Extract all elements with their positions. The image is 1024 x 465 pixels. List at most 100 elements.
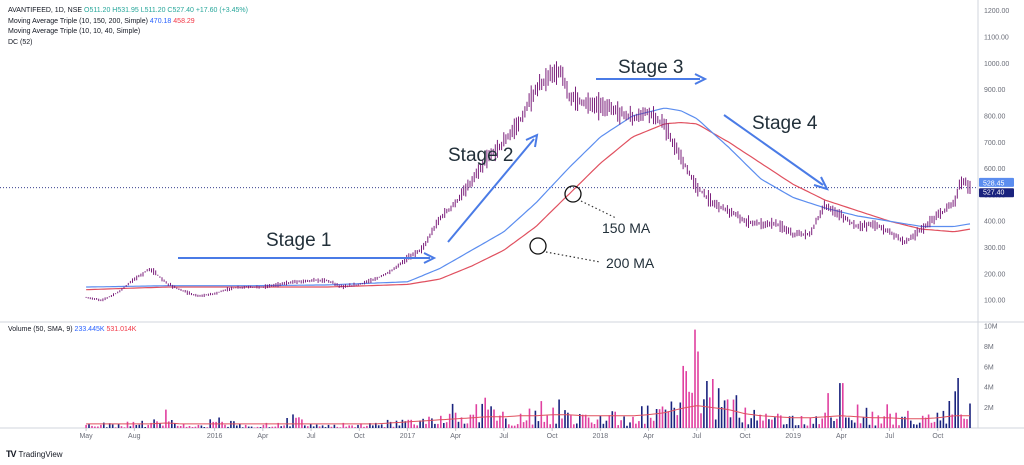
volume-bar [212,421,214,428]
volume-bar [797,425,800,428]
volume-bar [531,424,534,428]
volume-bar [667,411,670,428]
volume-bar [366,425,368,428]
legend-ma2-row[interactable]: Moving Average Triple (10, 10, 40, Simpl… [8,27,248,38]
volume-bar [168,421,170,428]
volume-bar [774,417,776,428]
volume-bar [564,410,566,428]
volume-bar [475,404,478,428]
volume-ma-line [86,405,970,425]
volume-bar [357,424,359,428]
volume-bar [830,417,832,428]
volume-bar [706,381,708,428]
volume-bar [930,422,933,428]
stage-arrows [178,73,829,264]
volume-bar [129,426,132,428]
price-candles [85,61,971,302]
ma150-annotation: 150 MA [602,220,651,236]
volume-bar [948,401,951,428]
legend-ma1-value2: 458.29 [173,17,195,25]
time-axis[interactable]: May Aug 2016 Apr Jul Oct 2017 Apr Jul Oct 2018 Apr J… [79,428,943,440]
volume-bar [777,413,779,428]
volume-legend-value1: 233.445K [74,326,105,333]
volume-axis[interactable]: 2M 4M 6M 8M 10M [984,324,998,413]
volume-bar [519,413,522,428]
legend-symbol-row[interactable]: AVANTIFEED, 1D, NSE O511.20 H531.95 L511… [8,6,248,17]
volume-bar [555,423,557,428]
volume-bar [94,426,96,428]
volume-legend[interactable]: Volume (50, SMA, 9) 233.445K 531.014K [8,326,136,333]
volume-bar [936,412,939,428]
volume-bar [859,423,862,428]
volume-bar [194,426,197,428]
volume-bar [587,417,590,428]
volume-bar [147,424,149,428]
volume-bar [868,424,871,428]
volume-bar [360,423,362,428]
volume-bar [304,425,306,428]
volume-bar [886,404,888,428]
legend-ohlc: O511.20 H531.95 L511.20 C527.40 +17.60 (… [84,7,248,14]
volume-bar [454,412,457,428]
volume-bar [401,419,404,428]
volume-bar [546,415,548,428]
volume-bar [215,421,217,428]
volume-bar [416,425,418,428]
volume-bar [342,422,345,428]
volume-bar [741,422,744,428]
time-tick-label: Oct [740,433,751,440]
volume-bar [558,399,560,428]
volume-bar [174,423,176,428]
volume-bar [853,422,856,428]
volume-bar [197,424,200,428]
legend-dc-row[interactable]: DC (52) [8,38,248,49]
volume-bar [392,426,395,428]
stage4-label: Stage 4 [752,113,818,134]
volume-bar [836,418,838,428]
time-tick-label: Oct [932,433,943,440]
volume-bar [244,424,247,428]
volume-bar [933,421,936,428]
volume-bar [508,424,510,428]
volume-bar [185,426,188,428]
volume-bar [171,420,173,428]
time-tick-label: 2017 [400,433,416,440]
tradingview-logo[interactable]: TV TradingView [6,449,63,459]
volume-bar [227,426,229,428]
volume-bar [664,409,667,428]
volume-bar [945,423,948,428]
stage4-arrowhead [813,176,829,191]
volume-bar [673,407,676,428]
volume-bar [658,409,661,428]
volume-bar [150,422,152,428]
volume-bar [286,418,288,428]
volume-bar [103,422,105,428]
volume-bar [88,424,90,428]
volume-bar [395,420,398,428]
volume-bar [791,415,794,428]
price-tick-label: 400.00 [984,219,1006,226]
volume-bar [697,351,699,428]
volume-bar [954,391,956,428]
volume-bar [437,423,439,428]
volume-bar [135,425,138,428]
volume-bar [661,406,664,428]
price-tick-label: 1200.00 [984,8,1009,15]
volume-bar [206,427,209,428]
volume-bar [916,424,918,428]
volume-bar [573,424,575,428]
volume-bar [963,418,965,428]
ma-tag-background [979,177,1014,187]
volume-bar [389,421,392,428]
volume-bar [904,416,906,428]
tradingview-mark-icon: TV [6,449,16,459]
legend-ma1-row[interactable]: Moving Average Triple (10, 150, 200, Sim… [8,17,248,28]
volume-bar [156,421,158,428]
volume-bar [348,425,350,428]
volume-bar [233,421,235,428]
volume-bar [644,423,646,428]
volume-bar [782,424,785,428]
volume-bar [629,422,631,428]
volume-bar [596,419,599,428]
